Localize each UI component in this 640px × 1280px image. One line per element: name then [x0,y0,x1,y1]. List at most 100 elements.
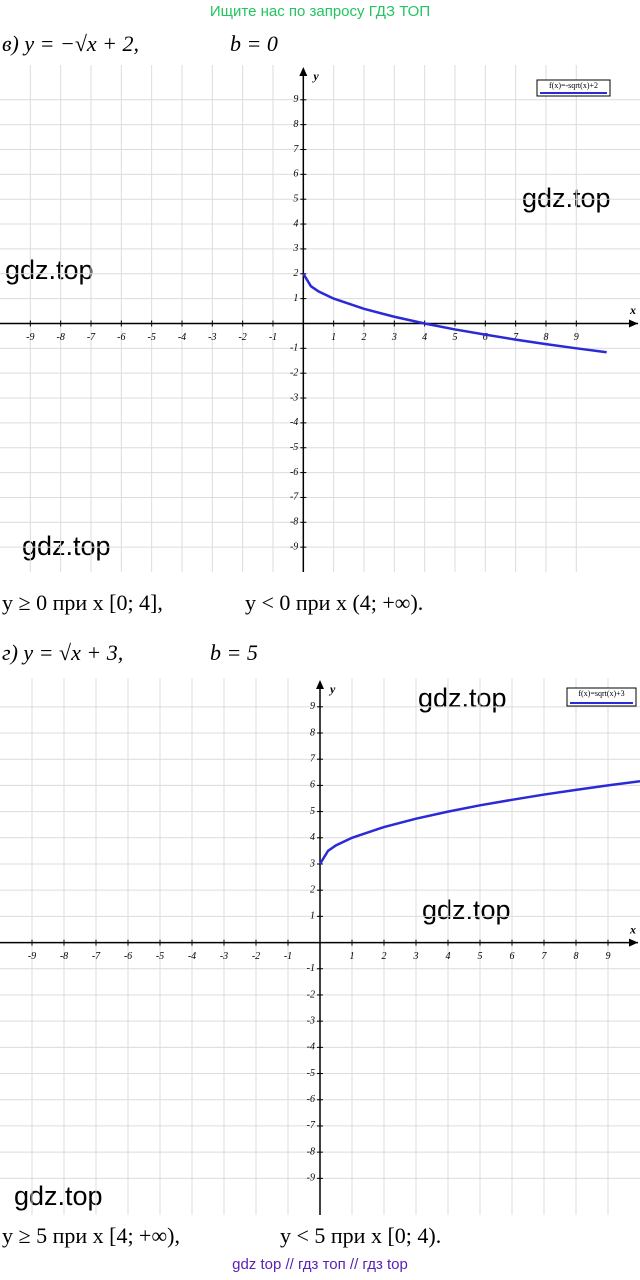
x-tick-label: 6 [510,951,515,962]
x-tick-label: 4 [422,332,427,343]
y-tick-label: -4 [307,1042,315,1053]
y-tick-label: -8 [307,1146,315,1157]
y-tick-label: -4 [290,417,298,428]
x-tick-label: -3 [220,951,228,962]
y-tick-label: 4 [293,218,298,229]
x-axis-label: x [629,922,636,936]
x-tick-label: 2 [361,332,366,343]
problem-param: b = 5 [210,640,258,665]
x-tick-label: -2 [252,951,260,962]
axis-arrow [299,67,308,76]
answer: y < 0 при x (4; +∞). [245,590,423,615]
x-tick-label: 5 [478,951,483,962]
y-tick-label: -2 [290,367,298,378]
y-tick-label: -1 [307,963,315,974]
watermark: gdz.top [5,255,94,285]
y-tick-label: 3 [292,243,298,254]
y-tick-label: 1 [293,293,298,304]
x-tick-label: -1 [284,951,292,962]
y-tick-label: 5 [293,194,298,205]
y-tick-label: -2 [307,989,315,1000]
y-tick-label: 1 [310,911,315,922]
y-tick-label: -6 [307,1094,315,1105]
y-tick-label: -8 [290,517,298,528]
y-tick-label: -1 [290,343,298,354]
y-tick-label: -9 [290,541,298,552]
y-tick-label: 6 [310,780,315,791]
x-tick-label: 1 [331,332,336,343]
x-tick-label: -4 [188,951,196,962]
footer: gdz top // гдз топ // гдз top [232,1256,408,1273]
y-tick-label: -7 [307,1120,316,1131]
x-tick-label: 8 [574,951,579,962]
x-tick-label: -5 [156,951,164,962]
x-tick-label: -7 [92,951,101,962]
axis-arrow [629,938,638,947]
y-tick-label: 2 [293,268,298,279]
y-tick-label: -9 [307,1173,315,1184]
legend-label: f(x)=sqrt(x)+3 [578,689,624,698]
x-tick-label: -8 [60,951,68,962]
x-tick-label: -1 [269,332,277,343]
x-tick-label: 8 [543,332,548,343]
y-tick-label: 3 [309,858,315,869]
y-tick-label: -5 [290,442,298,453]
curve [302,273,607,354]
x-tick-label: 4 [446,951,451,962]
watermark: gdz.top [14,1181,103,1211]
x-tick-label: -4 [178,332,186,343]
x-tick-label: -7 [87,332,96,343]
y-tick-label: -6 [290,467,298,478]
problem-label: в) y = −√x + 2, [2,31,139,56]
x-tick-label: 7 [542,951,548,962]
problem-param: b = 0 [230,31,278,56]
y-tick-label: -5 [307,1068,315,1079]
x-tick-label: -9 [26,332,34,343]
answer: y ≥ 0 при x [0; 4], [2,590,163,615]
watermark: gdz.top [522,183,611,213]
y-tick-label: 4 [310,832,315,843]
y-tick-label: 9 [310,701,315,712]
header-title: Ищите нас по запросу ГДЗ ТОП [210,3,430,20]
axis-arrow [316,680,324,689]
answer: y < 5 при x [0; 4). [280,1223,441,1248]
watermark: gdz.top [422,895,511,925]
x-tick-label: -6 [117,332,125,343]
answer: y ≥ 5 при x [4; +∞), [2,1223,180,1248]
y-tick-label: 2 [310,884,315,895]
x-tick-label: 3 [413,951,419,962]
x-tick-label: 9 [606,951,611,962]
x-axis-label: x [629,303,636,317]
y-tick-label: 6 [293,169,298,180]
y-tick-label: 7 [293,144,299,155]
axis-arrow [629,319,638,328]
x-tick-label: -5 [147,332,155,343]
y-axis-label: y [311,69,319,83]
y-tick-label: 8 [293,119,298,130]
y-axis-label: y [328,682,336,696]
y-tick-label: 8 [310,727,315,738]
watermark: gdz.top [418,683,507,713]
watermark: gdz.top [22,531,111,561]
x-tick-label: 9 [574,332,579,343]
x-tick-label: -8 [56,332,64,343]
x-tick-label: 2 [382,951,387,962]
y-tick-label: -3 [307,1015,315,1026]
x-tick-label: 6 [483,332,488,343]
legend-box [566,687,637,707]
y-tick-label: 5 [310,806,315,817]
curve [318,779,640,865]
x-tick-label: 3 [391,332,397,343]
x-tick-label: -2 [238,332,246,343]
y-tick-label: -3 [290,392,298,403]
y-tick-label: -7 [290,492,299,503]
x-tick-label: -6 [124,951,132,962]
x-tick-label: -9 [28,951,36,962]
problem-label: г) y = √x + 3, [2,640,123,665]
legend-label: f(x)=-sqrt(x)+2 [549,81,598,90]
x-tick-label: -3 [208,332,216,343]
y-tick-label: 7 [310,754,316,765]
x-tick-label: 1 [350,951,355,962]
